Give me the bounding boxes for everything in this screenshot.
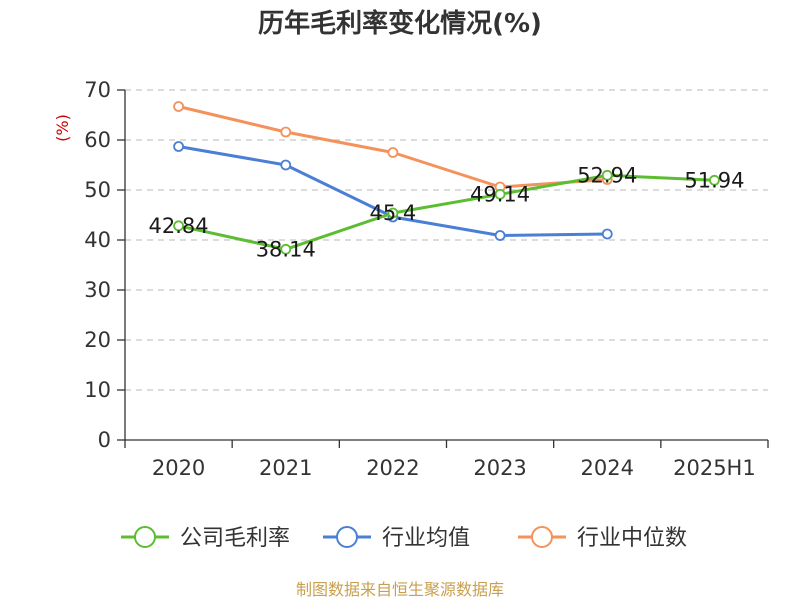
data-point [280, 243, 292, 255]
x-tick-label: 2023 [473, 456, 526, 480]
data-point [173, 141, 184, 152]
legend-marker [336, 526, 358, 548]
legend-marker [531, 526, 553, 548]
data-label: 38.14 [256, 237, 316, 261]
data-label: 42.84 [149, 214, 209, 238]
y-axis-unit: (%) [53, 114, 72, 142]
chart-title: 历年毛利率变化情况(%) [258, 8, 542, 39]
y-tick-label: 70 [84, 78, 111, 102]
y-tick-label: 10 [84, 378, 111, 402]
grid-lines [125, 89, 768, 391]
series-0 [173, 169, 720, 255]
y-tick-label: 60 [84, 128, 111, 152]
data-label: 45.4 [370, 201, 417, 225]
axes: 0 10 20 30 40 50 60 70 2020 2021 2022 2023 2024 2025H… [84, 78, 769, 480]
data-point [601, 169, 613, 181]
series-line [178, 105, 608, 189]
legend-label: 行业均值 [382, 526, 470, 551]
legend: 公司毛利率 行业均值 行业中位数 [121, 526, 687, 551]
y-tick-label: 0 [98, 428, 111, 452]
x-tick-label: 2020 [152, 456, 205, 480]
legend-item: 行业中位数 [518, 526, 687, 551]
y-tick-label: 20 [84, 328, 111, 352]
data-point [173, 220, 184, 232]
data-point [280, 159, 292, 171]
y-tick-label: 30 [84, 278, 111, 302]
data-point [173, 101, 184, 112]
series-line [178, 173, 715, 251]
x-tick-label: 2022 [366, 456, 419, 480]
y-tick-label: 40 [84, 228, 111, 252]
x-tick-label: 2024 [581, 456, 634, 480]
legend-item: 行业均值 [323, 526, 470, 551]
data-label: 52.94 [577, 163, 637, 187]
x-tick-label: 2025H1 [673, 456, 756, 480]
y-tick-label: 50 [84, 178, 111, 202]
legend-marker [134, 526, 156, 548]
data-point [494, 188, 506, 200]
data-point [280, 126, 292, 138]
x-tick-label: 2021 [259, 456, 312, 480]
data-point [709, 174, 720, 186]
data-point [494, 230, 506, 241]
data-labels: 42.84 38.14 45.4 49.14 52.94 51.94 [149, 163, 745, 261]
data-point [601, 228, 613, 240]
data-label: 49.14 [470, 182, 530, 206]
data-point [387, 207, 399, 219]
legend-label: 行业中位数 [577, 526, 687, 551]
legend-label: 公司毛利率 [180, 526, 290, 551]
source-note: 制图数据来自恒生聚源数据库 [296, 580, 504, 599]
legend-item: 公司毛利率 [121, 526, 290, 551]
series-group [173, 101, 720, 255]
series-2 [173, 101, 613, 193]
data-label: 51.94 [684, 168, 744, 192]
data-point [387, 147, 399, 158]
